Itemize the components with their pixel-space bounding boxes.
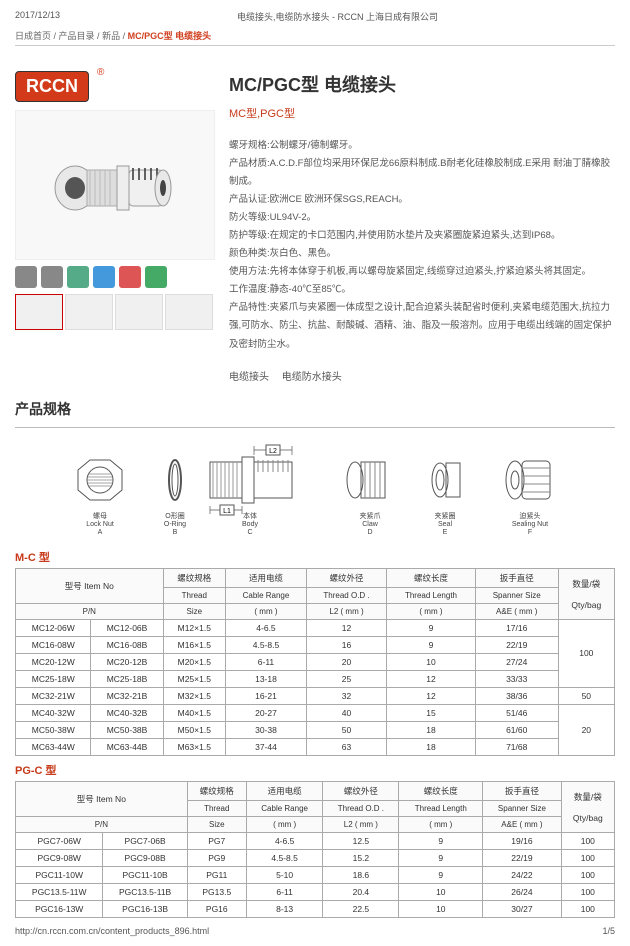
tag-1[interactable]: 电缆接头: [229, 372, 269, 383]
share-icon-6[interactable]: [145, 266, 167, 288]
share-icon-2[interactable]: [41, 266, 63, 288]
footer-page: 1/5: [602, 926, 615, 936]
share-icon-4[interactable]: [93, 266, 115, 288]
table-row: PGC13.5-11WPGC13.5-11BPG13.56-1120.41026…: [16, 883, 615, 900]
desc-line: 螺牙规格:公制螺牙/德制螺牙。: [229, 137, 615, 155]
svg-text:迫紧头: 迫紧头: [520, 511, 541, 520]
desc-line: 使用方法:先将本体穿于机板,再以螺母旋紧固定,线缆穿过迫紧头,拧紧迫紧头将其固定…: [229, 263, 615, 281]
logo-wrap: RCCN ®: [15, 71, 215, 102]
svg-text:B: B: [173, 529, 178, 536]
svg-text:夹紧爪: 夹紧爪: [360, 511, 381, 520]
top-bar: 2017/12/13 电缆接头,电缆防水接头 - RCCN 上海日成有限公司: [15, 10, 615, 23]
table-row: MC20-12WMC20-12BM20×1.56-11201027/24: [16, 653, 615, 670]
footer-url: http://cn.rccn.com.cn/content_products_8…: [15, 926, 209, 936]
registered-icon: ®: [97, 67, 104, 78]
svg-text:螺母: 螺母: [93, 511, 107, 520]
crumb-new[interactable]: 新品: [102, 31, 120, 41]
svg-text:Body: Body: [242, 521, 258, 528]
table-row: PGC16-13WPGC16-13BPG168-1322.51030/27100: [16, 900, 615, 917]
svg-text:Seal: Seal: [438, 521, 452, 528]
svg-text:Lock Nut: Lock Nut: [86, 521, 114, 528]
table-row: PGC7-06WPGC7-06BPG74-6.512.5919/16100: [16, 832, 615, 849]
divider: [15, 45, 615, 46]
gland-illustration: [45, 140, 185, 230]
mc-spec-table: 型号 Item No 螺纹规格 适用电缆 螺纹外径 螺纹长度 扳手直径 数量/袋…: [15, 568, 615, 756]
tag-row: 电缆接头 电缆防水接头: [229, 368, 615, 383]
table-row: MC63-44WMC63-44BM63×1.537-44631871/68: [16, 738, 615, 755]
thumbnail-row: [15, 294, 215, 330]
svg-text:O形圈: O形圈: [165, 512, 184, 520]
subtype-label: MC型,PGC型: [229, 105, 615, 121]
desc-line: 颜色种类:灰白色、黑色。: [229, 245, 615, 263]
page-title: MC/PGC型 电缆接头: [229, 71, 615, 97]
thumb-1[interactable]: [15, 294, 63, 330]
table-row: MC50-38WMC50-38BM50×1.530-38501861/60: [16, 721, 615, 738]
svg-text:D: D: [367, 529, 372, 536]
thumb-4[interactable]: [165, 294, 213, 330]
svg-text:Claw: Claw: [362, 521, 379, 528]
product-main-image: [15, 110, 215, 260]
desc-line: 产品认证:欧洲CE 欧洲环保SGS,REACH。: [229, 191, 615, 209]
mc-table-title: M-C 型: [15, 549, 615, 565]
svg-text:夹紧圈: 夹紧圈: [435, 511, 456, 520]
desc-line: 产品材质:A.C.D.F部位均采用环保尼龙66原料制成.B耐老化硅橡胶制成.E采…: [229, 155, 615, 191]
table-row: MC32-21WMC32-21BM32×1.516-21321238/3650: [16, 687, 615, 704]
table-row: MC25-18WMC25-18BM25×1.513-18251233/33: [16, 670, 615, 687]
description-list: 螺牙规格:公制螺牙/德制螺牙。产品材质:A.C.D.F部位均采用环保尼龙66原料…: [229, 137, 615, 354]
svg-text:L2: L2: [269, 448, 277, 455]
svg-text:F: F: [528, 529, 532, 536]
site-title: 电缆接头,电缆防水接头 - RCCN 上海日成有限公司: [237, 10, 438, 23]
desc-line: 防火等级:UL94V-2。: [229, 209, 615, 227]
table-row: MC16-08WMC16-08BM16×1.54.5-8.516922/19: [16, 636, 615, 653]
share-icon-3[interactable]: [67, 266, 89, 288]
social-share-row: [15, 266, 215, 288]
pgc-table-title: PG-C 型: [15, 762, 615, 778]
table-row: PGC11-10WPGC11-10BPG115-1018.6924/22100: [16, 866, 615, 883]
svg-text:E: E: [443, 529, 448, 536]
share-icon-5[interactable]: [119, 266, 141, 288]
table-row: MC40-32WMC40-32BM40×1.520-27401551/4620: [16, 704, 615, 721]
svg-text:O-Ring: O-Ring: [164, 521, 186, 528]
breadcrumb: 日成首页 / 产品目录 / 新品 / MC/PGC型 电缆接头: [15, 29, 615, 42]
spec-section-title: 产品规格: [15, 399, 615, 419]
table-row: PGC9-08WPGC9-08BPG94.5-8.515.2922/19100: [16, 849, 615, 866]
crumb-catalog[interactable]: 产品目录: [59, 31, 95, 41]
svg-text:Sealing Nut: Sealing Nut: [512, 521, 548, 528]
desc-line: 防护等级:在规定的卡口范围内,并使用防水垫片及夹紧圈旋紧迫紧头,达到IP68。: [229, 227, 615, 245]
svg-text:C: C: [247, 529, 252, 536]
page-date: 2017/12/13: [15, 10, 60, 23]
page-footer: http://cn.rccn.com.cn/content_products_8…: [15, 926, 615, 936]
pgc-spec-table: 型号 Item No 螺纹规格 适用电缆 螺纹外径 螺纹长度 扳手直径 数量/袋…: [15, 781, 615, 918]
svg-text:本体: 本体: [243, 511, 257, 520]
svg-text:L1: L1: [223, 508, 231, 515]
brand-logo: RCCN: [15, 71, 89, 102]
thumb-2[interactable]: [65, 294, 113, 330]
desc-line: 产品特性:夹紧爪与夹紧圈一体成型之设计,配合迫紧头装配省时便利,夹紧电缆范围大,…: [229, 299, 615, 353]
desc-line: 工作温度:静态-40℃至85℃。: [229, 281, 615, 299]
thumb-3[interactable]: [115, 294, 163, 330]
crumb-home[interactable]: 日成首页: [15, 31, 51, 41]
tag-2[interactable]: 电缆防水接头: [282, 372, 342, 383]
table-row: MC12-06WMC12-06BM12×1.54-6.512917/16100: [16, 619, 615, 636]
crumb-current: MC/PGC型 电缆接头: [128, 31, 212, 41]
svg-text:A: A: [98, 529, 103, 536]
share-icon-1[interactable]: [15, 266, 37, 288]
exploded-diagram: L1 L2 螺母Lock NutA: [15, 438, 615, 543]
